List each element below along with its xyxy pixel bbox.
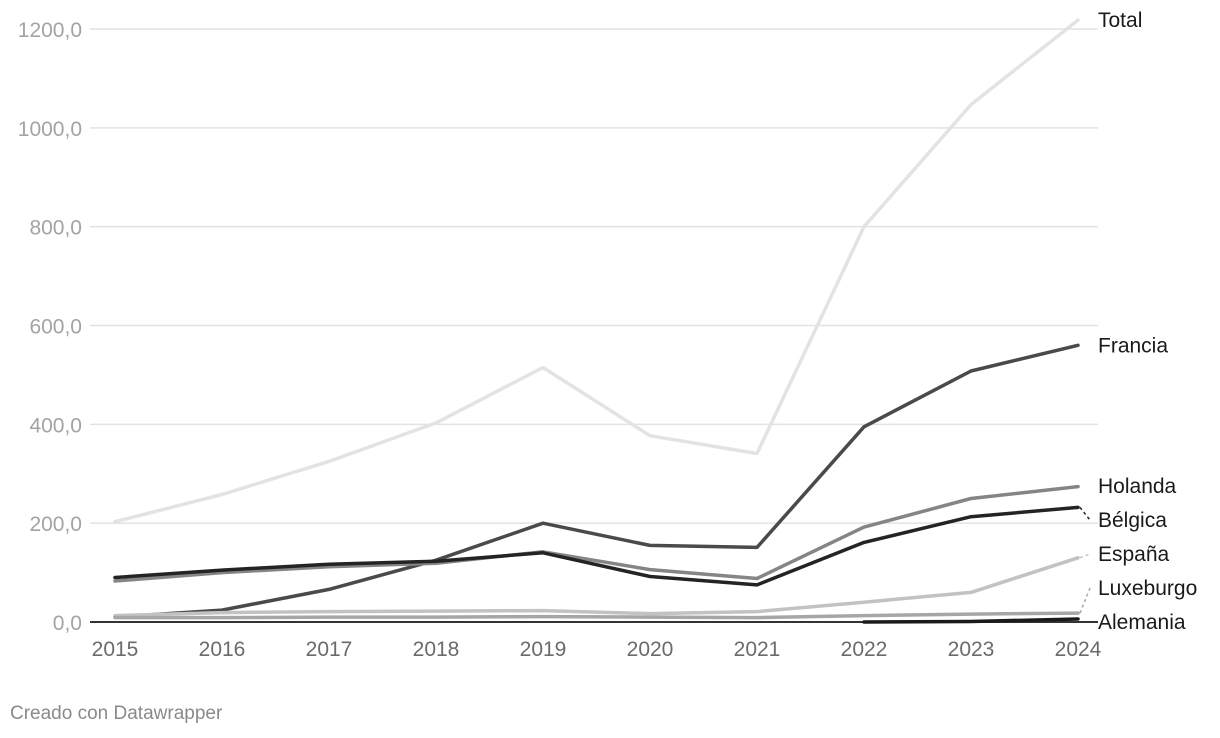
y-axis-tick-labels: 0,0 200,0 400,0 600,0 800,0 1000,0 1200,0	[18, 19, 82, 635]
series-line-luxeburgo	[113, 611, 1080, 620]
y-tick-label: 800,0	[29, 217, 82, 240]
x-tick-label: 2022	[841, 638, 888, 661]
x-tick-label: 2016	[199, 638, 246, 661]
series-lines	[113, 18, 1080, 624]
series-label-total: Total	[1098, 9, 1142, 32]
series-label-espana: España	[1098, 543, 1170, 566]
series-label-holanda: Holanda	[1098, 475, 1177, 498]
x-tick-label: 2015	[92, 638, 139, 661]
series-line-francia	[113, 343, 1080, 619]
x-axis-tick-labels: 2015 2016 2017 2018 2019 2020 2021 2022 2023 2024	[92, 638, 1102, 661]
label-connector-luxeburgo	[1079, 587, 1091, 614]
series-label-belgica: Bélgica	[1098, 509, 1167, 532]
y-tick-label: 0,0	[53, 612, 82, 635]
x-tick-label: 2018	[413, 638, 460, 661]
x-tick-label: 2021	[734, 638, 781, 661]
y-tick-label: 400,0	[29, 414, 82, 437]
y-tick-label: 1000,0	[18, 118, 82, 141]
series-line-espana	[113, 556, 1080, 618]
x-tick-label: 2017	[306, 638, 353, 661]
series-line-holanda	[113, 484, 1080, 583]
x-tick-label: 2019	[520, 638, 567, 661]
x-tick-label: 2020	[627, 638, 674, 661]
series-label-alemania: Alemania	[1098, 611, 1186, 634]
y-tick-label: 200,0	[29, 513, 82, 536]
label-connector-espana	[1079, 553, 1091, 559]
y-tick-label: 600,0	[29, 316, 82, 339]
y-tick-label: 1200,0	[18, 19, 82, 42]
label-connector-belgica	[1079, 506, 1091, 521]
series-labels: Total Francia Holanda Bélgica España Luxeburg…	[1079, 9, 1197, 634]
series-line-total	[113, 18, 1080, 524]
series-label-francia: Francia	[1098, 334, 1168, 357]
series-line-alemania	[862, 617, 1080, 624]
x-tick-label: 2023	[948, 638, 995, 661]
footer-credit: Creado con Datawrapper	[10, 703, 223, 724]
series-label-luxeburgo: Luxeburgo	[1098, 577, 1197, 600]
series-line-belgica	[113, 505, 1080, 587]
x-tick-label: 2024	[1055, 638, 1102, 661]
